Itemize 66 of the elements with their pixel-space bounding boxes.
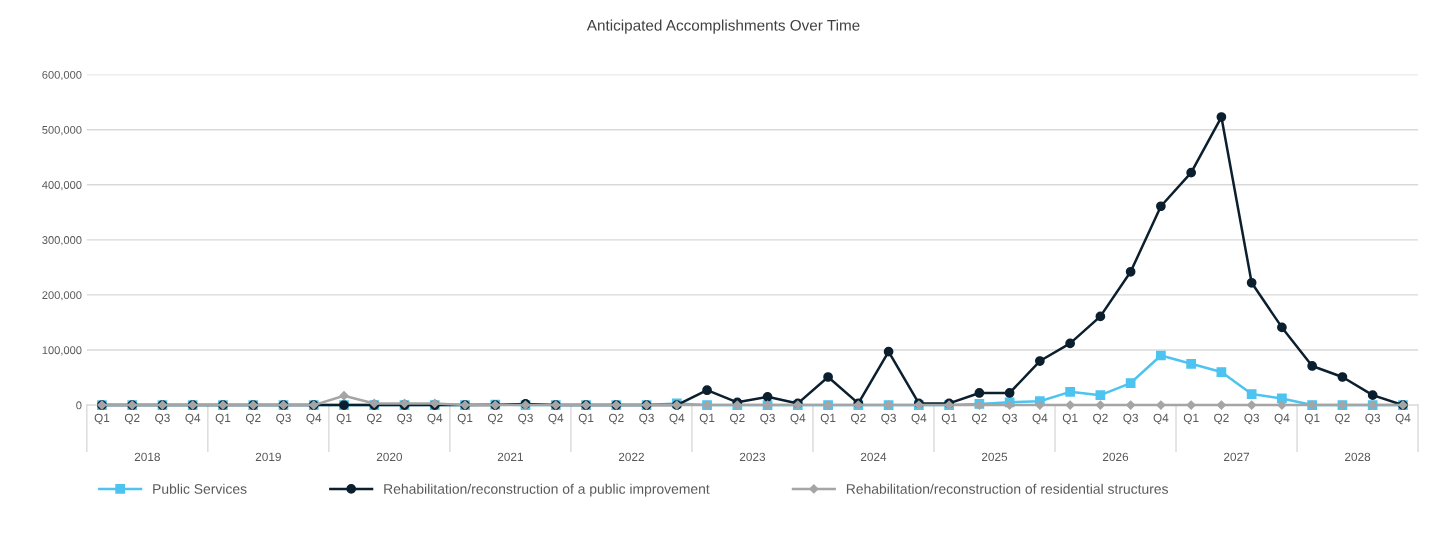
- y-tick-label: 200,000: [42, 291, 82, 301]
- x-tick-label: Q1: [94, 413, 110, 425]
- legend-label: Public Services: [153, 483, 247, 494]
- x-tick-label: Q3: [1365, 413, 1381, 425]
- x-tick-label: Q3: [760, 413, 775, 425]
- y-tick-label: 0: [76, 401, 82, 410]
- y-tick-label: 100,000: [42, 346, 82, 356]
- text: 2022: [618, 452, 644, 462]
- x-tick-label: Q3: [1244, 413, 1260, 425]
- x-tick-label: Q1: [1062, 413, 1078, 425]
- x-tick-label: Q4: [1032, 413, 1048, 425]
- legend-label: Rehabilitation/reconstruction of a public improvement: [384, 483, 710, 497]
- x-tick-label: Q2: [124, 413, 140, 425]
- x-tick-label: Q3: [518, 413, 533, 425]
- x-tick-label: Q4: [911, 413, 927, 425]
- x-tick-label: Q2: [366, 413, 382, 425]
- x-tick-label: Q4: [185, 413, 201, 425]
- x-tick-label: Q2: [608, 413, 624, 425]
- x-tick-label: Q1: [941, 413, 957, 425]
- x-tick-label: Q1: [215, 413, 231, 425]
- text: 2020: [376, 452, 403, 462]
- x-tick-label: Q2: [730, 413, 745, 425]
- x-tick-label: Q1: [457, 413, 473, 425]
- x-tick-label: Q1: [578, 413, 594, 425]
- x-tick-label: Q3: [881, 413, 896, 425]
- x-tick-label: Q1: [336, 413, 352, 425]
- x-tick-label: Q2: [851, 413, 866, 425]
- x-tick-label: Q3: [276, 413, 291, 425]
- x-tick-label: Q3: [155, 413, 170, 425]
- y-tick-label: 300,000: [42, 236, 82, 246]
- y-tick-label: 500,000: [42, 125, 82, 136]
- text: 2021: [497, 452, 523, 462]
- text: 2025: [981, 452, 1008, 462]
- y-tick-label: 400,000: [42, 181, 82, 191]
- x-tick-label: Q4: [790, 413, 806, 425]
- text: 2026: [1102, 452, 1129, 462]
- text: 2023: [739, 452, 766, 462]
- text: 2028: [1345, 452, 1371, 462]
- x-tick-label: Q3: [639, 413, 654, 425]
- y-tick-label: 600,000: [42, 70, 82, 81]
- x-tick-label: Q3: [1123, 413, 1138, 425]
- text: 2019: [255, 452, 281, 462]
- x-tick-label: Q3: [397, 413, 412, 425]
- x-tick-label: Q2: [1093, 413, 1108, 425]
- x-tick-label: Q1: [699, 413, 715, 425]
- x-tick-label: Q2: [1214, 413, 1229, 425]
- x-tick-label: Q4: [306, 413, 322, 425]
- x-tick-label: Q1: [820, 413, 836, 425]
- x-tick-label: Q4: [1395, 413, 1411, 425]
- x-tick-label: Q4: [1274, 413, 1290, 425]
- x-tick-label: Q4: [1153, 413, 1169, 425]
- chart-title: Anticipated Accomplishments Over Time: [586, 19, 860, 34]
- x-tick-label: Q2: [245, 413, 261, 425]
- x-tick-label: Q4: [548, 413, 564, 425]
- x-tick-label: Q3: [1002, 413, 1017, 425]
- x-tick-label: Q2: [1335, 413, 1350, 425]
- x-tick-label: Q4: [669, 413, 685, 425]
- text: 2024: [860, 452, 887, 462]
- x-tick-label: Q1: [1304, 413, 1320, 425]
- text: 2027: [1223, 452, 1250, 462]
- text: 2018: [134, 452, 160, 462]
- x-tick-label: Q2: [972, 413, 987, 425]
- x-tick-label: Q2: [487, 413, 503, 425]
- x-tick-label: Q1: [1183, 413, 1199, 425]
- legend-label: Rehabilitation/reconstruction of residential structures: [846, 483, 1168, 494]
- x-tick-label: Q4: [427, 413, 443, 425]
